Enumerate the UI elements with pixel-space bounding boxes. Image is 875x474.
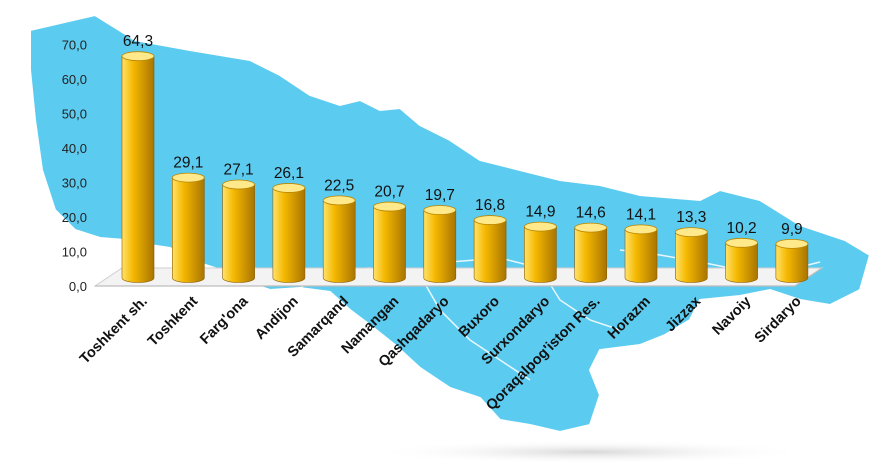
bar-body bbox=[725, 242, 758, 283]
bar-body bbox=[574, 227, 607, 283]
bar bbox=[423, 205, 457, 283]
y-tick-label: 60,0 bbox=[62, 72, 87, 87]
bar-top bbox=[725, 237, 758, 248]
bar-value-label: 20,7 bbox=[374, 184, 404, 201]
y-tick-label: 50,0 bbox=[62, 107, 87, 122]
bar-body bbox=[172, 177, 205, 283]
bar bbox=[775, 238, 809, 283]
bar bbox=[674, 227, 708, 283]
bar-value-label: 14,9 bbox=[525, 204, 555, 221]
bar-top bbox=[674, 227, 708, 238]
bar-value-label: 64,3 bbox=[123, 33, 153, 50]
x-category-label: Sirdaryo bbox=[752, 293, 805, 346]
value-labels: 64,3 29,1 27,1 26,1 22,5 20,7 19,7 16,8 14,9 14,6… bbox=[123, 33, 803, 238]
bar-body bbox=[222, 184, 255, 283]
bar-body bbox=[775, 243, 809, 283]
bar-body bbox=[121, 55, 155, 283]
x-category-label: Navoiy bbox=[709, 294, 754, 339]
bar bbox=[121, 51, 155, 283]
x-category-label: Toshkent bbox=[145, 293, 201, 349]
bar-value-label: 29,1 bbox=[173, 155, 203, 172]
bar bbox=[322, 195, 356, 283]
bar-value-label: 19,7 bbox=[425, 187, 455, 204]
bar bbox=[624, 224, 658, 283]
bar-body bbox=[624, 229, 658, 283]
bar-value-label: 14,1 bbox=[626, 206, 656, 223]
bar-value-label: 26,1 bbox=[274, 165, 304, 182]
bar-top bbox=[624, 224, 658, 235]
bar-top bbox=[524, 221, 557, 232]
bar bbox=[473, 215, 507, 283]
bar-body bbox=[473, 219, 507, 283]
bar-top bbox=[775, 238, 809, 249]
bar bbox=[222, 179, 256, 283]
bar-value-label: 27,1 bbox=[224, 162, 254, 179]
bar bbox=[373, 201, 406, 283]
bar-top bbox=[322, 195, 356, 206]
y-tick-label: 70,0 bbox=[62, 38, 87, 53]
y-tick-label: 40,0 bbox=[62, 141, 87, 156]
bar bbox=[171, 172, 205, 283]
bar bbox=[725, 237, 758, 283]
bar-value-label: 10,2 bbox=[727, 220, 757, 237]
bar-top bbox=[373, 201, 406, 212]
bar-body bbox=[272, 187, 306, 283]
bar-body bbox=[524, 226, 557, 283]
bar-value-label: 13,3 bbox=[676, 209, 706, 226]
bar-top bbox=[423, 205, 457, 215]
bar-value-label: 16,8 bbox=[475, 197, 505, 214]
x-category-label: Toshkent sh. bbox=[77, 294, 151, 368]
bar bbox=[272, 183, 306, 283]
y-tick-label: 20,0 bbox=[62, 210, 87, 225]
bar bbox=[574, 222, 608, 283]
bar-value-label: 22,5 bbox=[324, 177, 354, 194]
bar-body bbox=[322, 200, 356, 283]
bar bbox=[524, 221, 557, 283]
y-tick-label: 30,0 bbox=[62, 176, 87, 191]
bar-body bbox=[675, 231, 708, 283]
y-tick-label: 10,0 bbox=[62, 245, 87, 260]
chart-shadow bbox=[370, 440, 810, 464]
bar-top bbox=[272, 183, 306, 193]
x-category-label: Farg'ona bbox=[197, 293, 252, 348]
floor-right-edge bbox=[794, 267, 823, 287]
bar-body bbox=[373, 206, 406, 283]
bar-body bbox=[423, 209, 457, 283]
bar-top bbox=[121, 51, 155, 62]
bar-top bbox=[171, 172, 205, 183]
x-category-label: Andijon bbox=[252, 294, 301, 343]
bars bbox=[121, 51, 809, 283]
bar-top bbox=[574, 222, 608, 233]
bar-top bbox=[473, 215, 507, 225]
bar-value-label: 14,6 bbox=[576, 205, 606, 222]
bar-top bbox=[222, 179, 256, 190]
y-tick-label: 0,0 bbox=[69, 279, 87, 294]
bar-value-label: 9,9 bbox=[781, 221, 803, 238]
y-axis-ticks: 0,0 10,0 20,0 30,0 40,0 50,0 60,0 70,0 bbox=[62, 38, 87, 295]
